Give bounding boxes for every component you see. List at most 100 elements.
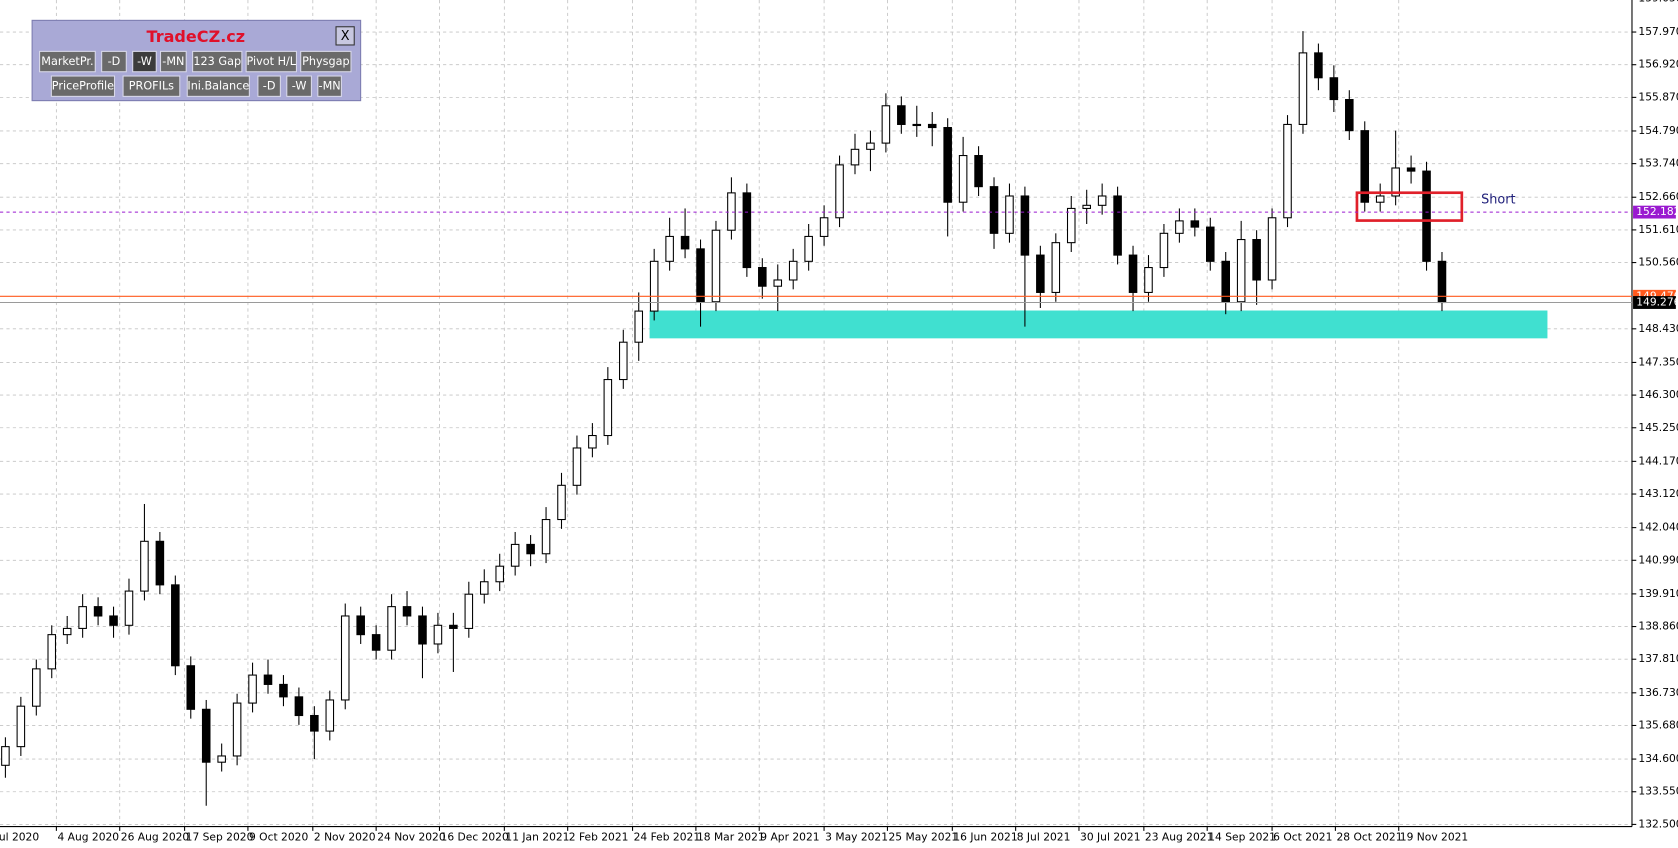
candle-body: [1205, 226, 1215, 262]
candle-body: [1422, 170, 1431, 262]
candle-body: [897, 105, 906, 125]
candle-body: [1406, 167, 1416, 172]
candle-body: [340, 615, 350, 701]
candle-body: [541, 518, 551, 555]
panel-button[interactable]: -W: [286, 75, 312, 97]
button-label[interactable]: Pivot H/L: [247, 55, 297, 68]
candle-body: [263, 674, 273, 685]
button-face[interactable]: [50, 75, 116, 97]
button-label[interactable]: Ini.Balance: [187, 80, 249, 93]
panel-button[interactable]: PriceProfile: [50, 75, 116, 97]
candle-body: [649, 260, 659, 312]
button-face[interactable]: [39, 50, 96, 73]
y-tick-label: 138.860: [1638, 620, 1678, 633]
panel-button[interactable]: -D: [257, 75, 281, 97]
candle-body: [1020, 195, 1030, 256]
x-tick-label: 24 Nov 2020: [377, 830, 446, 843]
button-face[interactable]: [317, 75, 342, 97]
button-face[interactable]: [159, 50, 187, 73]
candle-body: [140, 540, 149, 592]
candle-body: [881, 105, 891, 144]
candle-body: [1175, 220, 1184, 234]
panel-button[interactable]: 123 Gap: [192, 50, 243, 73]
button-face[interactable]: [245, 50, 297, 73]
candle-body: [1283, 123, 1292, 219]
grid: [0, 0, 1632, 827]
button-label[interactable]: -D: [263, 80, 276, 93]
candle-body: [78, 606, 87, 629]
button-face[interactable]: [186, 75, 250, 97]
candle-body: [557, 484, 566, 521]
candle-body: [1, 746, 10, 766]
price-tag-label: 149.276: [1636, 296, 1678, 309]
y-tick-label: 134.600: [1638, 752, 1678, 765]
panel-button[interactable]: PROFILs: [122, 75, 181, 97]
candle-body: [1314, 52, 1323, 79]
candle-body: [1082, 204, 1091, 209]
panel-button[interactable]: MarketPr.: [39, 50, 96, 73]
x-tick-label: 23 Aug 2021: [1145, 830, 1213, 843]
candle-body: [1298, 52, 1308, 125]
candle-body: [387, 606, 396, 651]
x-tick-label: 2 Feb 2021: [569, 830, 629, 843]
x-tick-label: 30 Jul 2021: [1080, 830, 1140, 843]
candle-body: [1267, 217, 1277, 281]
x-tick-label: 17 Sep 2020: [186, 830, 254, 843]
button-label[interactable]: -W: [292, 80, 307, 93]
candle-body: [1360, 130, 1370, 203]
panel: TradeCZ.cz X MarketPr. -D -W -MN 123 Gap Pivo…: [31, 19, 362, 102]
y-tick-label: 152.660: [1638, 190, 1678, 203]
x-tick-label: 26 Aug 2020: [121, 830, 190, 843]
y-tick-label: 150.560: [1638, 256, 1678, 269]
candle-body: [16, 705, 26, 748]
button-label[interactable]: MarketPr.: [41, 55, 93, 68]
candle-body: [1236, 239, 1246, 303]
y-tick-label: 135.680: [1638, 718, 1678, 731]
button-face[interactable]: [101, 50, 127, 73]
panel-button[interactable]: Ini.Balance: [186, 75, 250, 97]
button-face[interactable]: [257, 75, 281, 97]
button-label[interactable]: -MN: [162, 55, 184, 68]
candles: [1, 31, 1447, 806]
candle-body: [1097, 195, 1107, 206]
panel-button[interactable]: -W: [132, 50, 157, 73]
button-face[interactable]: [286, 75, 312, 97]
close-button[interactable]: X: [335, 26, 355, 46]
candle-body: [711, 229, 721, 303]
panel-button[interactable]: -MN: [159, 50, 187, 73]
candle-body: [310, 714, 319, 732]
close-label[interactable]: X: [341, 29, 350, 44]
candle-body: [588, 435, 597, 449]
candle-body: [418, 615, 427, 645]
button-label[interactable]: PROFILs: [129, 80, 174, 93]
panel-button[interactable]: -D: [101, 50, 127, 73]
candle-body: [819, 217, 829, 237]
candle-body: [866, 142, 875, 150]
button-label[interactable]: 123 Gap: [193, 55, 241, 68]
button-face[interactable]: [300, 50, 352, 73]
y-tick-label: 151.610: [1638, 223, 1678, 236]
button-face[interactable]: [122, 75, 181, 97]
candle-body: [1375, 195, 1385, 203]
support-zone: [649, 310, 1548, 339]
candle-body: [634, 310, 644, 343]
button-label[interactable]: PriceProfile: [52, 80, 114, 93]
candle-body: [232, 702, 242, 757]
candle-body: [279, 683, 288, 698]
candle-body: [850, 148, 860, 166]
candle-body: [727, 192, 736, 231]
button-label[interactable]: -MN: [319, 80, 341, 93]
y-tick-label: 139.910: [1638, 587, 1678, 600]
y-tick-label: 147.350: [1638, 355, 1678, 368]
button-face[interactable]: [192, 50, 243, 73]
price-tag: [1633, 296, 1676, 309]
candle-body: [356, 615, 365, 636]
candle-body: [109, 615, 118, 626]
button-label[interactable]: -W: [137, 55, 152, 68]
panel-button[interactable]: Pivot H/L: [245, 50, 297, 73]
panel-button[interactable]: -MN: [317, 75, 342, 97]
button-label[interactable]: Physgap: [302, 55, 349, 68]
button-face[interactable]: [132, 50, 157, 73]
button-label[interactable]: -D: [108, 55, 121, 68]
panel-button[interactable]: Physgap: [300, 50, 352, 73]
